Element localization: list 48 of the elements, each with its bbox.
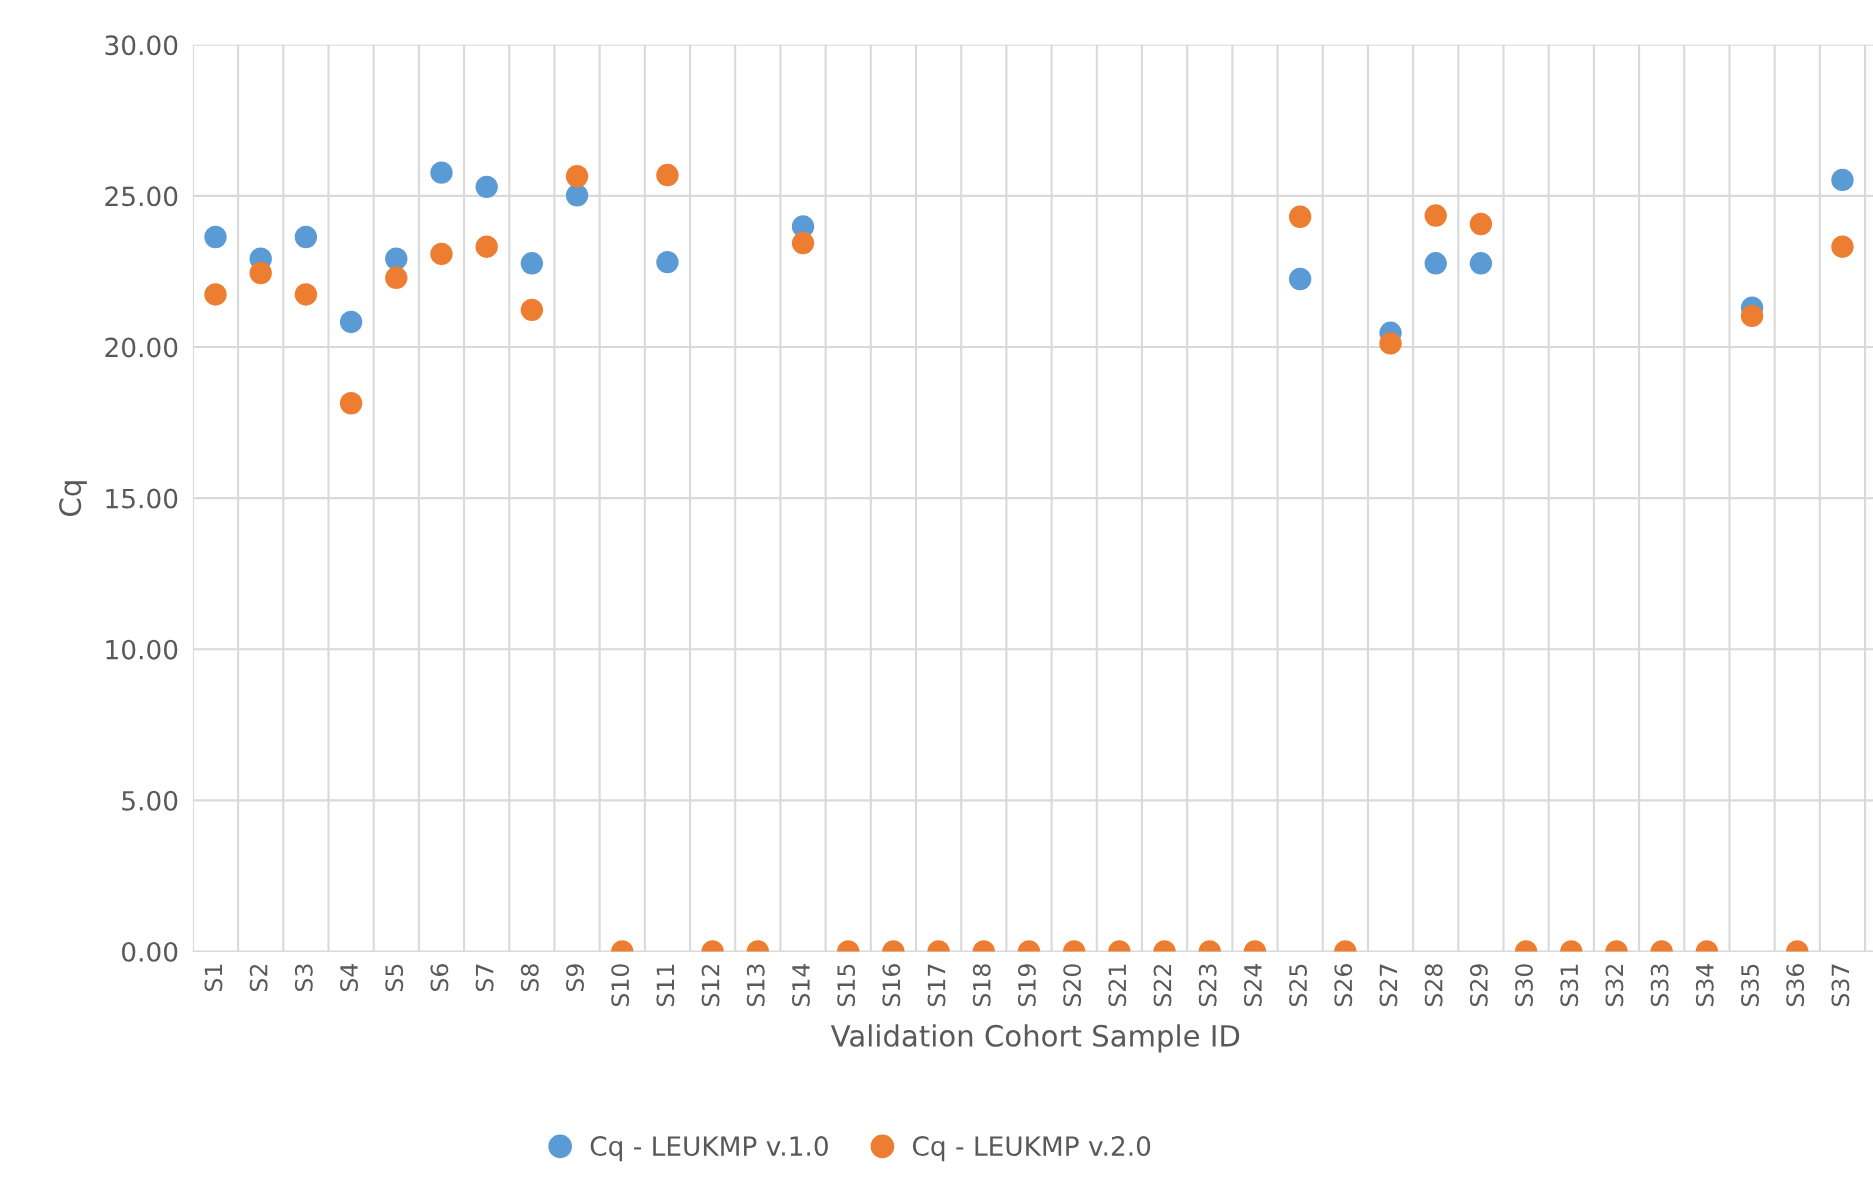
x-tick-label: S13 [746, 964, 765, 1007]
y-tick-label: 20.00 [105, 337, 178, 358]
x-tick-label: S30 [1515, 964, 1533, 1007]
x-tick-label: S32 [1605, 964, 1624, 1007]
x-tick-label: S5 [385, 964, 404, 992]
x-tick-label: S16 [882, 964, 901, 1007]
legend-label: Cq - LEUKMP v.2.0 [912, 1136, 1151, 1162]
legend-label: Cq - LEUKMP v.1.0 [590, 1136, 828, 1162]
x-tick-label: S8 [520, 964, 539, 992]
y-tick-label: 0.00 [122, 941, 178, 962]
x-tick-label: S19 [1017, 964, 1036, 1007]
x-tick-label: S10 [611, 964, 630, 1007]
y-tick-label: 15.00 [106, 488, 178, 509]
x-tick-label: S24 [1243, 963, 1262, 1007]
x-tick-label: S12 [701, 964, 720, 1007]
x-tick-label: S22 [1153, 964, 1172, 1007]
x-tick-label: S35 [1741, 964, 1759, 1007]
x-tick-label: S7 [475, 964, 494, 992]
x-tick-label: S31 [1560, 964, 1579, 1007]
x-tick-label: S25 [1289, 964, 1307, 1007]
x-tick-label: S11 [656, 964, 675, 1007]
x-tick-label: S3 [294, 964, 313, 992]
x-tick-label: S14 [792, 963, 810, 1007]
x-tick-label: S20 [1063, 964, 1082, 1007]
x-tick-label: S21 [1108, 964, 1127, 1007]
x-tick-label: S9 [566, 964, 584, 992]
x-tick-label: S2 [249, 964, 268, 992]
x-tick-label: S18 [972, 964, 991, 1007]
x-axis-title: Validation Cohort Sample ID [830, 1024, 1240, 1053]
x-tick-label: S23 [1198, 964, 1217, 1007]
x-tick-label: S36 [1786, 964, 1805, 1007]
x-tick-label: S34 [1695, 963, 1714, 1007]
y-axis-title: Cq [59, 481, 87, 516]
x-tick-label: S26 [1334, 964, 1353, 1007]
x-tick-label: S15 [837, 964, 856, 1007]
x-tick-label: S17 [927, 964, 946, 1007]
y-tick-label: 10.00 [106, 639, 178, 660]
y-tick-label: 30.00 [105, 35, 178, 56]
y-tick-label: 25.00 [105, 186, 178, 207]
y-tick-label: 5.00 [122, 790, 178, 811]
x-tick-label: S4 [340, 963, 358, 992]
x-tick-label: S1 [204, 964, 223, 992]
x-tick-label: S33 [1650, 964, 1669, 1007]
x-tick-label: S37 [1831, 964, 1850, 1007]
x-tick-label: S29 [1469, 964, 1488, 1007]
x-tick-label: S28 [1424, 964, 1443, 1007]
x-tick-label: S27 [1379, 964, 1398, 1007]
x-tick-label: S6 [430, 964, 449, 992]
